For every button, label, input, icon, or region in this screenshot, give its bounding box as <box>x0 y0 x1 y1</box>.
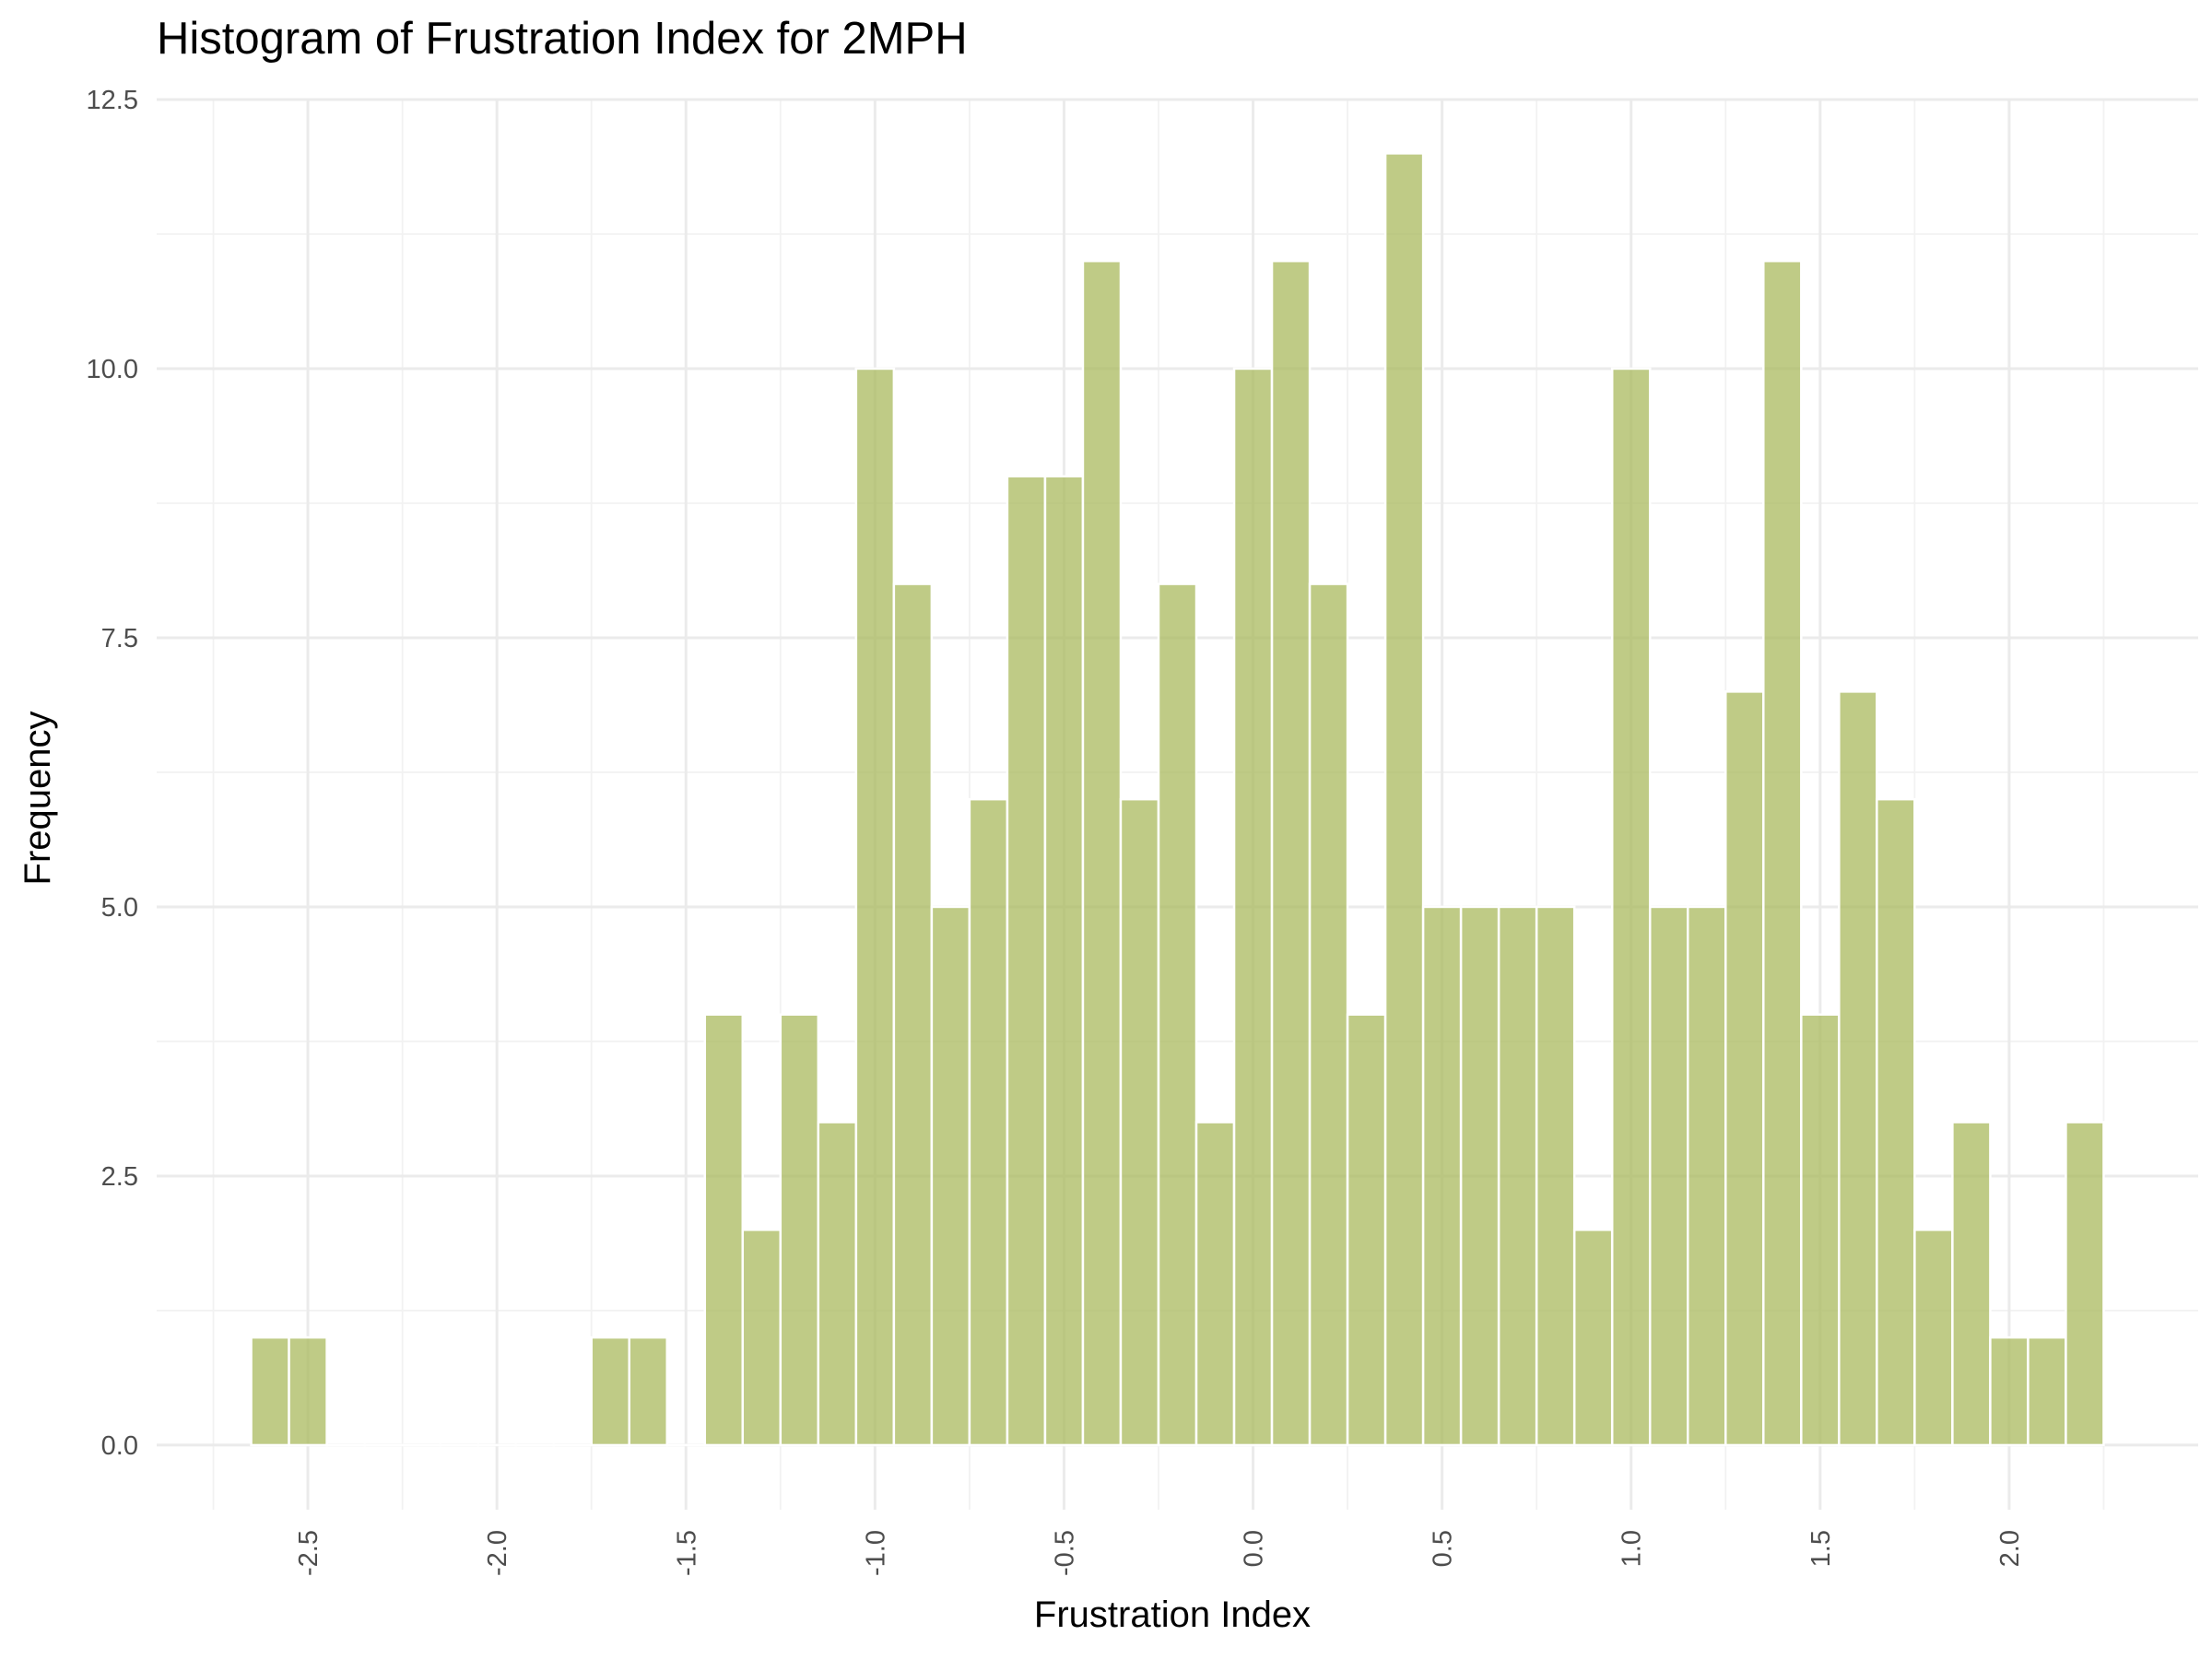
y-tick-label: 12.5 <box>87 86 138 115</box>
x-tick-label: -0.5 <box>1050 1530 1079 1576</box>
histogram-bar <box>1232 367 1274 1447</box>
histogram-bar <box>1876 797 1916 1447</box>
histogram-bar <box>1043 475 1085 1447</box>
x-tick-label: 0.5 <box>1429 1530 1458 1567</box>
histogram-bar <box>628 1335 669 1447</box>
histogram-bar <box>1610 367 1652 1447</box>
histogram-bar <box>892 582 934 1447</box>
x-tick-label: -2.5 <box>294 1530 324 1576</box>
histogram-bar <box>1270 259 1312 1447</box>
histogram-bar <box>1194 1121 1236 1447</box>
histogram-bar <box>250 1335 290 1447</box>
x-tick-label: 0.0 <box>1240 1530 1269 1567</box>
histogram-bar <box>1157 582 1198 1447</box>
x-tick-label: -1.0 <box>861 1530 890 1576</box>
histogram-bar <box>2065 1121 2105 1447</box>
y-tick-label: 10.0 <box>87 355 138 384</box>
y-axis-title: Frequency <box>18 712 58 886</box>
histogram-bar <box>1006 475 1047 1447</box>
histogram-bar <box>1572 1229 1614 1447</box>
x-tick-label: 2.0 <box>1995 1530 2025 1567</box>
histogram-bar <box>703 1013 745 1447</box>
x-axis-title: Frustration Index <box>1034 1594 1311 1635</box>
histogram-bar <box>779 1013 820 1447</box>
histogram-bar <box>1800 1013 1841 1447</box>
histogram-bar <box>1119 797 1160 1447</box>
histogram-bar <box>1346 1013 1387 1447</box>
y-tick-label: 7.5 <box>101 624 138 653</box>
x-tick-label: 1.0 <box>1618 1530 1647 1567</box>
histogram-bar <box>1459 905 1500 1447</box>
histogram-bars <box>250 152 2105 1447</box>
histogram-bar <box>590 1335 630 1447</box>
histogram-bar <box>1497 905 1538 1447</box>
x-tick-label: 1.5 <box>1806 1530 1836 1567</box>
histogram-bar <box>288 1335 328 1447</box>
histogram-bar <box>817 1121 858 1447</box>
histogram-bar <box>1989 1335 2030 1447</box>
x-tick-label: -1.5 <box>672 1530 701 1576</box>
y-tick-label: 2.5 <box>101 1162 138 1192</box>
histogram-bar <box>1951 1121 1992 1447</box>
histogram-bar <box>1724 690 1765 1447</box>
histogram-bar <box>930 905 971 1447</box>
histogram-bar <box>1648 905 1689 1447</box>
histogram-bar <box>741 1229 782 1447</box>
histogram-bar <box>1421 905 1463 1447</box>
histogram-bar <box>1762 259 1803 1447</box>
histogram-bar <box>1687 905 1727 1447</box>
histogram-bar <box>854 367 896 1447</box>
histogram-bar <box>1081 259 1123 1447</box>
histogram-bar <box>1838 690 1878 1447</box>
chart-title: Histogram of Frustration Index for 2MPH <box>157 14 968 64</box>
histogram-bar <box>2027 1335 2067 1447</box>
x-tick-labels: -2.5 -2.0 -1.5 -1.0 -0.5 0.0 0.5 1.0 1.5 2.0 <box>294 1530 2025 1576</box>
y-tick-label: 0.0 <box>101 1431 138 1461</box>
y-tick-labels: 0.0 2.5 5.0 7.5 10.0 12.5 <box>87 86 138 1461</box>
histogram-bar <box>1383 152 1425 1447</box>
histogram-bar <box>968 797 1009 1447</box>
x-tick-label: -2.0 <box>483 1530 512 1576</box>
histogram-bar <box>1913 1229 1954 1447</box>
histogram-bar <box>1308 582 1349 1447</box>
y-tick-label: 5.0 <box>101 893 138 923</box>
histogram-bar <box>1535 905 1576 1447</box>
